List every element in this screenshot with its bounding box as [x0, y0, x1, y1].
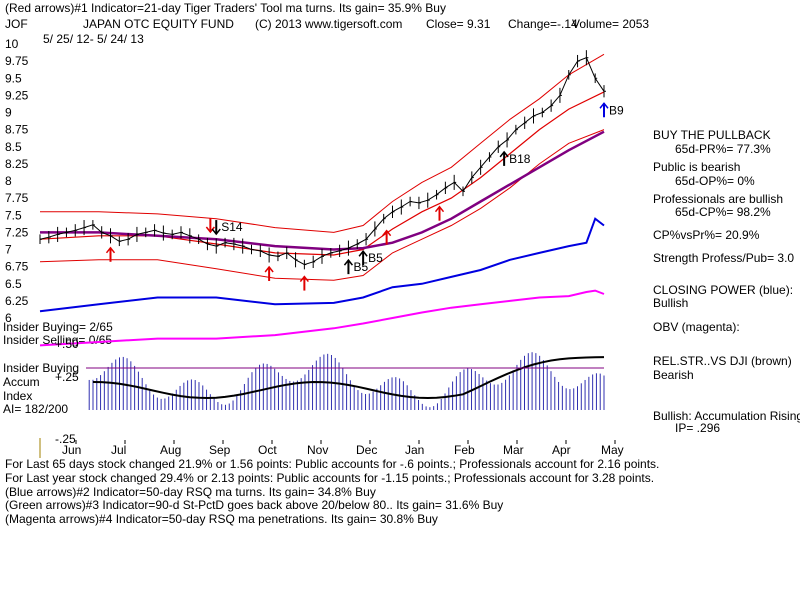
month-label: Aug: [160, 443, 181, 457]
month-label: Nov: [307, 443, 328, 457]
indicator-tick-label: -.25: [55, 432, 76, 446]
fund-title: JAPAN OTC EQUITY FUND: [83, 17, 234, 31]
price-tick-label: 8.25: [5, 157, 29, 171]
signal-arrow-head: [382, 229, 392, 237]
month-label: Feb: [454, 443, 475, 457]
price-chart: 10 9.75 9.5 9.25 9 8.75 8.5 8.25 8 7.75 7.5 7.25 7 6.…: [5, 37, 624, 458]
price-tick-label: 8.75: [5, 123, 29, 137]
closing-power-state: Bullish: [653, 296, 689, 310]
signal-arrow-label: B5: [368, 251, 383, 265]
price-tick-label: 6.75: [5, 260, 29, 274]
obv-line: [39, 289, 605, 347]
ai-label: AI= 182/200: [3, 402, 69, 416]
price-tick-label: 10: [5, 37, 19, 51]
signal-arrow-head: [299, 275, 309, 283]
copyright-label: (C) 2013 www.tigersoft.com: [255, 17, 403, 31]
signal-arrow-head: [264, 265, 274, 273]
signal-arrow-label: B18: [509, 152, 531, 166]
change-label: Change=-.14: [508, 17, 578, 31]
cpvspr-label: CP%vsPr%= 20.9%: [653, 228, 760, 242]
price-tick-label: 9.25: [5, 88, 29, 102]
public-label: Public is bearish: [653, 160, 741, 174]
cp-label: 65d-CP%= 98.2%: [675, 205, 771, 219]
indicator-tick-label: +.50: [55, 337, 79, 351]
footer-line-5: (Magenta arrows)#4 Indicator=50-day RSQ …: [5, 512, 438, 526]
date-range: 5/ 25/ 12- 5/ 24/ 13: [43, 32, 144, 46]
purple-moving-average-line: [40, 130, 605, 251]
price-tick-label: 9.75: [5, 54, 29, 68]
signal-arrow-head: [499, 150, 509, 158]
signal-arrow-head: [434, 205, 445, 213]
price-tick-label: 7.75: [5, 191, 29, 205]
price-tick-label: 9.5: [5, 71, 22, 85]
signal-arrow-label: S14: [221, 220, 243, 234]
insider-buying-label: Insider Buying= 2/65: [3, 320, 113, 334]
price-tick-label: 8.5: [5, 140, 22, 154]
month-label: May: [601, 443, 624, 457]
price-tick-label: 7: [5, 243, 12, 257]
signal-arrow-label: B9: [609, 103, 624, 117]
strength-label: Strength Profess/Pub= 3.0: [653, 251, 795, 265]
header-indicator-line: (Red arrows)#1 Indicator=21-day Tiger Tr…: [5, 1, 446, 15]
signal-arrow-label: B5: [353, 260, 368, 274]
month-label: Jan: [405, 443, 424, 457]
price-tick-label: 7.5: [5, 208, 22, 222]
closing-power-line: [39, 217, 605, 313]
buy-pullback-label: BUY THE PULLBACK: [653, 128, 771, 142]
price-line: [39, 57, 605, 266]
op-label: 65d-OP%= 0%: [675, 174, 755, 188]
red-moving-average-line: [39, 91, 605, 256]
month-label: Dec: [356, 443, 377, 457]
accum-title-2: Accum: [3, 375, 40, 389]
upper-band-line: [40, 53, 605, 233]
obv-label: OBV (magenta):: [653, 320, 740, 334]
footer-line-1: For Last 65 days stock changed 21.9% or …: [5, 457, 660, 471]
month-label: Jun: [62, 443, 81, 457]
price-tick-label: 8: [5, 174, 12, 188]
month-label: Mar: [503, 443, 524, 457]
accum-title-3: Index: [3, 389, 33, 403]
month-label: Oct: [258, 443, 277, 457]
professionals-label: Professionals are bullish: [653, 192, 784, 206]
price-tick-label: 6: [5, 311, 12, 325]
signal-arrow-head: [211, 228, 221, 236]
signal-arrow-head: [343, 258, 354, 266]
signal-arrow-head: [599, 102, 609, 109]
closing-power-label: CLOSING POWER (blue):: [653, 283, 794, 297]
relstr-label: REL.STR..VS DJI (brown): [653, 354, 792, 368]
month-label: Jul: [111, 443, 126, 457]
month-label: Apr: [552, 443, 571, 457]
volume-label: Volume= 2053: [572, 17, 650, 31]
price-tick-label: 7.25: [5, 225, 29, 239]
footer-line-3: (Blue arrows)#2 Indicator=50-day RSQ ma …: [5, 485, 376, 499]
signal-arrow-head: [105, 246, 116, 254]
price-tick-label: 6.25: [5, 294, 29, 308]
footer-line-2: For Last year stock changed 29.4% or 2.1…: [5, 471, 655, 485]
price-tick-label: 6.5: [5, 277, 22, 291]
accum-title-1: Insider Buying: [3, 361, 80, 375]
price-tick-label: 9: [5, 106, 12, 120]
signal-arrow-head: [358, 250, 368, 257]
footer-line-4: (Green arrows)#3 Indicator=90-d St-PctD …: [5, 498, 504, 512]
ip-label: IP= .296: [675, 421, 721, 435]
signal-arrow-head: [205, 226, 215, 234]
month-label: Sep: [209, 443, 231, 457]
close-label: Close= 9.31: [426, 17, 491, 31]
ticker-label: JOF: [5, 17, 28, 31]
relative-strength-line: [92, 356, 605, 400]
relstr-state: Bearish: [653, 368, 694, 382]
pr-label: 65d-PR%= 77.3%: [675, 142, 771, 156]
accum-rising-label: Bullish: Accumulation Rising: [653, 409, 800, 423]
indicator-tick-label: +.25: [55, 370, 79, 384]
